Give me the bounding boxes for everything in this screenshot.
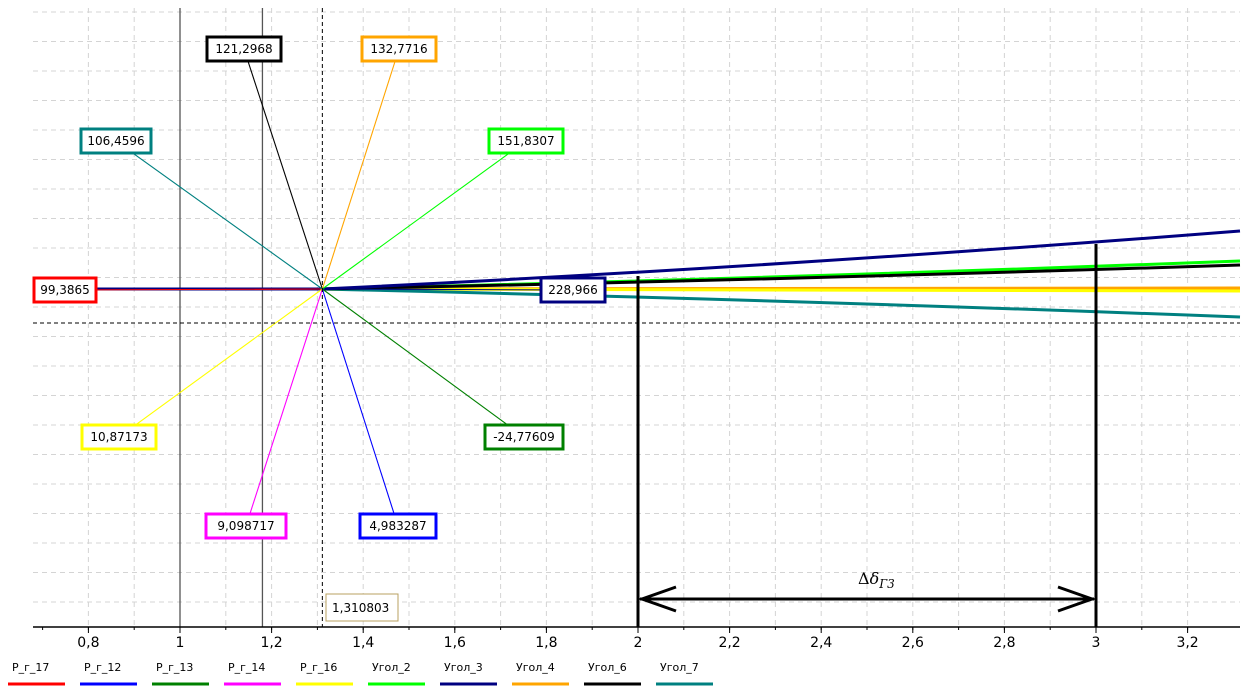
value-label: 9,098717: [204, 512, 288, 540]
value-label-text: 121,2968: [215, 42, 272, 56]
x-tick-label: 0,8: [77, 635, 99, 651]
legend-item-label: P_г_12: [84, 661, 121, 674]
value-label-box: [487, 127, 565, 155]
legend-item-label: Угол_4: [516, 661, 555, 674]
legend-item-label: P_г_17: [12, 661, 49, 674]
value-label-box: [483, 423, 565, 451]
x-tick-label: 3,2: [1176, 635, 1198, 651]
legend-item: P_г_12: [80, 661, 137, 686]
value-label-text: 132,7716: [370, 42, 427, 56]
leader-line: [118, 288, 323, 438]
value-label-text: 99,3865: [40, 283, 90, 297]
value-label-text: 4,983287: [369, 519, 426, 533]
value-label: 151,8307: [487, 127, 565, 155]
legend-item-label: Угол_6: [588, 661, 627, 674]
legend-item-label: Угол_2: [372, 661, 411, 674]
legend-item: Угол_4: [512, 661, 569, 686]
x-tick-label: 1,2: [260, 635, 282, 651]
leader-line: [322, 140, 527, 290]
leader-line: [64, 288, 323, 291]
value-label-text: 9,098717: [217, 519, 274, 533]
value-label-box: [205, 35, 283, 63]
annotation-arrow-left: [637, 585, 677, 613]
value-label: 121,2968: [205, 35, 283, 63]
legend-item: Угол_2: [368, 661, 425, 686]
value-label: -24,77609: [483, 423, 565, 451]
leader-line: [322, 288, 574, 291]
series-line: [33, 229, 1241, 291]
series-line: [33, 287, 1241, 319]
cursor-x-box: [325, 593, 399, 622]
value-label: 228,966: [539, 276, 607, 304]
delta-label: ΔδГ3: [858, 569, 895, 591]
x-tick-label: 2,4: [810, 635, 832, 651]
x-tick-label: 2: [634, 635, 643, 651]
x-tick-label: 1,6: [444, 635, 466, 651]
x-axis: 0,8 1 1,2 1,4 1,6 1,8 2 2,2 2,4 2,6 2,8 3 3,2: [33, 626, 1240, 651]
leader-line: [245, 288, 323, 527]
value-label-box: [204, 512, 288, 540]
x-tick-label: 3: [1092, 635, 1101, 651]
value-label-text: 106,4596: [87, 134, 144, 148]
legend: P_г_17 P_г_12 P_г_13 P_г_14 P_г_16 Угол_2 Угол…: [8, 661, 713, 686]
value-label-text: 151,8307: [497, 134, 554, 148]
x-tick-label: 2,6: [902, 635, 924, 651]
cursor-leaders: [64, 48, 574, 527]
value-label: 106,4596: [79, 127, 153, 155]
legend-item-label: P_г_14: [228, 661, 265, 674]
leader-line: [322, 288, 525, 438]
value-label-box: [358, 512, 438, 540]
x-tick-label: 1: [176, 635, 185, 651]
legend-item: P_г_16: [296, 661, 353, 686]
legend-item-label: P_г_13: [156, 661, 193, 674]
legend-item: Угол_6: [584, 661, 641, 686]
value-label-box: [360, 35, 438, 63]
x-tick-label: 2,8: [993, 635, 1015, 651]
annotation-arrow-right: [1057, 585, 1097, 613]
value-label-text: -24,77609: [493, 430, 555, 444]
value-label: 10,87173: [80, 423, 158, 451]
legend-item: P_г_17: [8, 661, 65, 686]
value-label: 4,983287: [358, 512, 438, 540]
x-tick-label: 1,4: [352, 635, 374, 651]
value-label: 132,7716: [360, 35, 438, 63]
legend-item: P_г_13: [152, 661, 209, 686]
value-label-box: [79, 127, 153, 155]
legend-item-label: Угол_3: [444, 661, 483, 674]
leader-line: [321, 48, 400, 290]
series-line: [33, 263, 1241, 291]
leader-line: [321, 288, 399, 527]
leader-line: [115, 140, 323, 290]
leader-line: [243, 48, 323, 290]
x-tick-label: 1,8: [535, 635, 557, 651]
value-label-box: [80, 423, 158, 451]
value-label-box: [539, 276, 607, 304]
legend-item-label: P_г_16: [300, 661, 337, 674]
legend-item: Угол_3: [440, 661, 497, 686]
value-label: 99,3865: [32, 276, 98, 304]
x-tick-label: 2,2: [718, 635, 740, 651]
value-label-text: 228,966: [548, 283, 598, 297]
value-label-box: [32, 276, 98, 304]
cursor-x-value: 1,310803: [332, 601, 389, 615]
legend-item: P_г_14: [224, 661, 281, 686]
value-label-text: 10,87173: [90, 430, 147, 444]
value-labels: 99,3865 121,2968 132,7716 106,4596 151,8307 2…: [32, 35, 607, 540]
legend-item: Угол_7: [656, 661, 713, 686]
legend-item-label: Угол_7: [660, 661, 699, 674]
delta-annotation: ΔδГ3: [636, 244, 1098, 627]
